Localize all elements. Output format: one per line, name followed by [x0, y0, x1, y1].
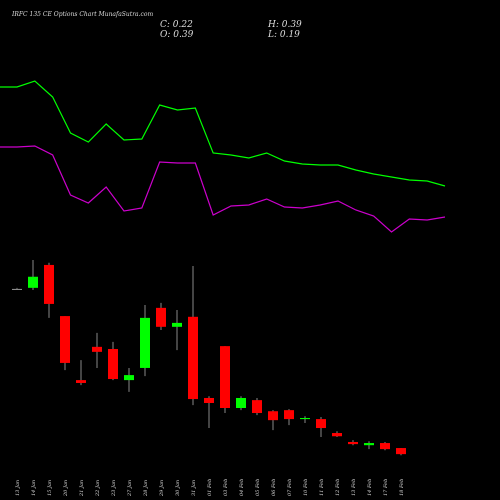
x-tick-label: 15 Jan	[47, 480, 53, 496]
chart-title: IRFC 135 CE Options Chart MunafaSutra.co…	[11, 11, 154, 18]
x-tick-label: 13 Jan	[15, 480, 21, 496]
close-info: C: 0.22	[160, 20, 193, 30]
candle-body	[188, 316, 198, 400]
x-tick-label: 27 Jan	[127, 480, 133, 497]
candle-body	[44, 264, 54, 304]
candle-body	[364, 443, 374, 446]
candle-body	[204, 397, 214, 403]
candle-body	[60, 316, 70, 363]
candle-body	[108, 348, 118, 380]
x-tick-label: 18 Feb	[399, 479, 405, 496]
indicator-line	[0, 80, 446, 187]
candle-body	[156, 307, 166, 327]
candle-body	[252, 400, 262, 414]
indicator-line	[0, 145, 446, 233]
open-info: O: 0.39	[160, 30, 194, 40]
candle-body	[332, 433, 342, 437]
x-tick-label: 12 Feb	[335, 479, 341, 496]
candle-body	[172, 322, 182, 327]
candle-body	[268, 411, 278, 421]
x-tick-label: 17 Feb	[383, 479, 389, 496]
x-tick-label: 28 Jan	[143, 480, 149, 497]
x-tick-label: 06 Feb	[271, 479, 277, 496]
x-tick-label: 22 Jan	[95, 480, 101, 497]
candle-body	[348, 441, 358, 445]
low-info: L: 0.19	[267, 30, 300, 40]
candle-body	[92, 346, 102, 352]
x-tick-label: 14 Jan	[31, 480, 37, 496]
high-info: H: 0.39	[267, 20, 302, 30]
x-tick-label: 01 Feb	[207, 479, 213, 496]
x-tick-label: 29 Jan	[159, 480, 165, 497]
x-tick-label: 23 Jan	[111, 480, 117, 497]
candle-body	[284, 410, 294, 420]
candle-body	[380, 443, 390, 450]
x-tick-label: 20 Jan	[63, 480, 69, 497]
x-tick-label: 31 Jan	[191, 480, 197, 496]
x-tick-label: 07 Feb	[287, 479, 293, 496]
x-tick-label: 21 Jan	[79, 480, 85, 497]
x-tick-label: 10 Feb	[303, 479, 309, 496]
x-tick-label: 05 Feb	[255, 479, 261, 496]
candle-body	[300, 418, 310, 420]
candle-body	[316, 419, 326, 429]
candle-body	[220, 346, 230, 408]
x-tick-label: 11 Feb	[319, 479, 325, 496]
x-tick-label: 13 Feb	[351, 479, 357, 496]
candle-body	[28, 276, 38, 288]
candle-body	[124, 375, 134, 381]
candle-body	[140, 317, 150, 368]
x-tick-label: 04 Feb	[239, 479, 245, 496]
candle-body	[236, 397, 246, 408]
x-tick-label: 14 Feb	[367, 479, 373, 496]
candle-body	[396, 448, 406, 455]
x-tick-label: 03 Feb	[223, 479, 229, 496]
candle-body	[12, 288, 22, 290]
candle-body	[76, 380, 86, 383]
x-tick-label: 30 Jan	[175, 480, 181, 496]
